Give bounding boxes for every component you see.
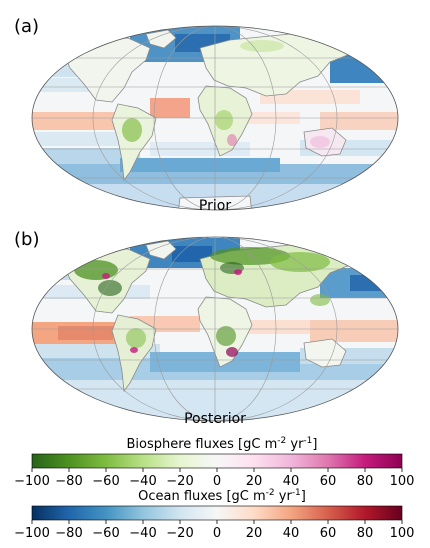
colorbar-ocean-tick-label: 20	[246, 526, 263, 541]
colorbar-ocean-tick-label: 40	[283, 526, 300, 541]
colorbar-biosphere: Biosphere fluxes [gC m-2 yr-1] −100 −80 −6…	[14, 436, 414, 489]
colorbar-biosphere-title: Biosphere fluxes [gC m-2 yr-1]	[127, 436, 318, 452]
colorbar-biosphere-tick-label: −20	[166, 474, 193, 489]
colorbar-ocean-title: Ocean fluxes [gC m-2 yr-1]	[138, 488, 306, 504]
colorbar-biosphere-tick-label: 60	[320, 474, 337, 489]
colorbar-ocean-tick-label: −100	[14, 526, 50, 541]
colorbar-biosphere-ticks: −100 −80 −60 −40 −20 0 20 40 60 80 100	[14, 468, 414, 489]
colorbar-biosphere-tick-label: −60	[92, 474, 119, 489]
colorbar-ocean-tick-label: −40	[129, 526, 156, 541]
map-title-b: Posterior	[184, 411, 246, 427]
map-title-a: Prior	[199, 198, 231, 214]
colorbar-ocean-tick-label: −60	[92, 526, 119, 541]
colorbar-biosphere-tick-label: 80	[357, 474, 374, 489]
colorbar-ocean-tick-label: −20	[166, 526, 193, 541]
colorbar-biosphere-tick-label: 20	[246, 474, 263, 489]
colorbar-biosphere-tick-label: 40	[283, 474, 300, 489]
colorbar-ocean-ticks: −100 −80 −60 −40 −20 0 20 40 60 80 100	[14, 520, 414, 541]
panel-letter-b: (b)	[14, 229, 39, 250]
colorbar-ocean-bar	[31, 505, 403, 521]
colorbar-biosphere-tick-label: −80	[55, 474, 82, 489]
colorbar-biosphere-tick-label: −100	[14, 474, 50, 489]
map-panel-a: (a)	[14, 16, 399, 214]
colorbar-ocean-tick-label: 100	[390, 526, 415, 541]
colorbar-biosphere-tick-label: −40	[129, 474, 156, 489]
colorbar-ocean: Ocean fluxes [gC m-2 yr-1] −100 −80 −60 −40…	[14, 488, 414, 541]
map-b-fields	[32, 237, 398, 421]
colorbar-ocean-tick-label: 80	[357, 526, 374, 541]
colorbar-biosphere-tick-label: 0	[213, 474, 221, 489]
map-a-fields	[32, 26, 398, 210]
colorbar-ocean-tick-label: −80	[55, 526, 82, 541]
colorbar-ocean-tick-label: 60	[320, 526, 337, 541]
map-panel-b: (b)	[14, 229, 399, 427]
colorbar-biosphere-bar	[31, 453, 403, 469]
colorbar-biosphere-tick-label: 100	[390, 474, 415, 489]
colorbar-ocean-tick-label: 0	[213, 526, 221, 541]
panel-letter-a: (a)	[14, 16, 39, 37]
